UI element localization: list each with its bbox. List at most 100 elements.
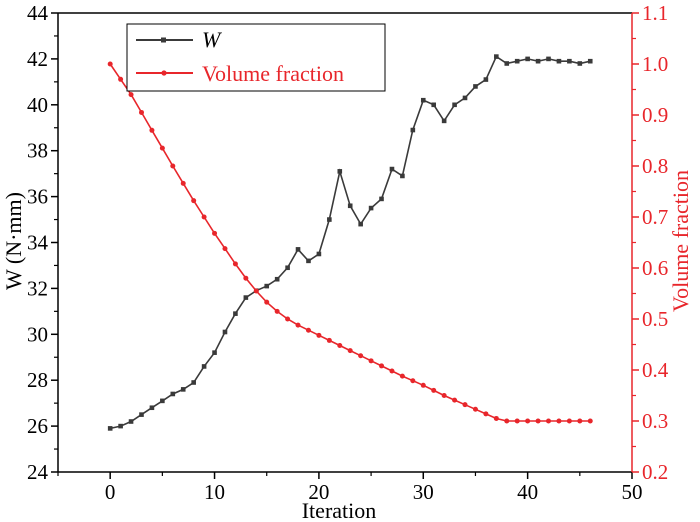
volume-fraction-data-point — [128, 92, 134, 98]
left-y-tick-label: 44 — [27, 1, 49, 25]
w-data-point — [358, 221, 363, 227]
w-data-point — [107, 426, 113, 431]
w-data-point — [212, 350, 217, 355]
left-y-tick-label: 30 — [27, 322, 48, 346]
w-data-point — [149, 405, 155, 411]
w-data-point — [441, 118, 447, 124]
volume-fraction-data-point — [577, 418, 583, 424]
w-data-point — [306, 258, 311, 264]
x-axis-title: Iteration — [302, 498, 377, 522]
w-data-point — [243, 295, 249, 300]
right-y-tick-label: 1.0 — [642, 52, 668, 76]
w-data-point — [180, 387, 186, 392]
x-tick-label: 10 — [204, 480, 225, 504]
right-y-tick-label: 0.7 — [642, 205, 668, 229]
volume-fraction-data-point — [587, 418, 593, 424]
volume-fraction-data-point — [180, 180, 186, 186]
w-data-point — [587, 58, 593, 64]
volume-fraction-data-point — [232, 261, 238, 267]
w-data-point — [567, 58, 572, 64]
volume-fraction-data-point — [337, 343, 343, 349]
w-data-point — [347, 203, 353, 209]
x-tick-label: 40 — [517, 480, 538, 504]
w-data-point — [389, 166, 395, 172]
w-data-point — [379, 196, 384, 202]
volume-fraction-data-point — [264, 299, 270, 305]
right-y-tick-label: 0.3 — [642, 409, 668, 433]
w-series-line — [110, 55, 591, 430]
w-data-point — [233, 311, 238, 316]
volume-fraction-data-point — [159, 145, 165, 151]
right-y-axis-title: Volume fraction — [668, 170, 693, 312]
w-data-point — [535, 58, 541, 64]
volume-fraction-data-point — [149, 127, 155, 133]
series-layer — [107, 54, 593, 431]
x-tick-label: 30 — [413, 480, 434, 504]
w-data-point — [462, 95, 468, 101]
right-y-tick-label: 0.8 — [642, 154, 668, 178]
volume-fraction-data-point — [107, 61, 113, 67]
volume-fraction-data-point — [118, 76, 124, 82]
volume-fraction-data-point — [462, 402, 468, 408]
volume-fraction-data-point — [410, 378, 416, 384]
w-data-point — [264, 283, 270, 289]
volume-fraction-data-point — [556, 418, 562, 424]
volume-fraction-data-point — [316, 332, 322, 338]
w-data-point — [337, 169, 343, 174]
volume-fraction-data-point — [170, 163, 176, 169]
left-y-tick-label: 38 — [27, 139, 48, 163]
volume-fraction-data-point — [504, 418, 510, 424]
w-data-point — [170, 391, 176, 397]
w-data-point — [400, 173, 405, 179]
volume-fraction-data-point — [243, 275, 249, 281]
volume-fraction-data-point — [535, 418, 541, 424]
volume-fraction-data-point — [379, 363, 385, 369]
volume-fraction-data-point — [452, 397, 458, 403]
w-data-point — [483, 77, 489, 82]
left-y-tick-label: 28 — [27, 368, 48, 392]
w-data-point — [139, 412, 144, 417]
w-data-point — [473, 84, 478, 89]
legend-vf-marker — [161, 70, 167, 76]
volume-fraction-series-line — [109, 63, 591, 422]
volume-fraction-data-point — [441, 393, 447, 398]
w-data-point — [494, 54, 499, 59]
volume-fraction-data-point — [493, 415, 499, 421]
w-data-point — [222, 329, 228, 335]
left-y-tick-label: 36 — [27, 185, 48, 209]
volume-fraction-data-point — [191, 198, 197, 204]
w-data-point — [546, 56, 551, 62]
right-y-tick-label: 0.5 — [642, 307, 668, 331]
volume-fraction-data-point — [389, 368, 395, 374]
w-data-point — [160, 398, 165, 404]
w-data-point — [556, 58, 562, 64]
left-y-tick-label: 34 — [27, 231, 49, 255]
volume-fraction-data-point — [399, 373, 405, 379]
w-data-point — [118, 423, 123, 429]
left-y-tick-label: 24 — [27, 460, 49, 484]
legend-vf-label: Volume fraction — [202, 61, 344, 86]
w-data-point — [420, 97, 426, 103]
left-y-tick-label: 40 — [27, 93, 48, 117]
w-data-point — [201, 364, 207, 369]
right-y-tick-label: 0.4 — [642, 358, 669, 382]
w-data-point — [504, 61, 510, 66]
right-y-tick-label: 0.6 — [642, 256, 668, 280]
volume-fraction-data-point — [431, 387, 437, 393]
volume-fraction-data-point — [212, 230, 218, 236]
volume-fraction-data-point — [222, 246, 228, 252]
w-data-point — [274, 276, 280, 282]
volume-fraction-data-point — [566, 418, 572, 424]
left-y-tick-label: 32 — [27, 276, 48, 300]
volume-fraction-data-point — [546, 418, 552, 424]
w-data-point — [128, 419, 134, 424]
w-data-point — [285, 265, 290, 271]
right-y-tick-label: 1.1 — [642, 1, 668, 25]
volume-fraction-data-point — [347, 348, 353, 354]
w-data-point — [295, 247, 301, 252]
right-y-tick-label: 0.9 — [642, 103, 668, 127]
volume-fraction-data-point — [138, 109, 144, 115]
w-data-point — [452, 102, 457, 108]
volume-fraction-data-point — [514, 418, 520, 424]
volume-fraction-data-point — [358, 353, 364, 359]
